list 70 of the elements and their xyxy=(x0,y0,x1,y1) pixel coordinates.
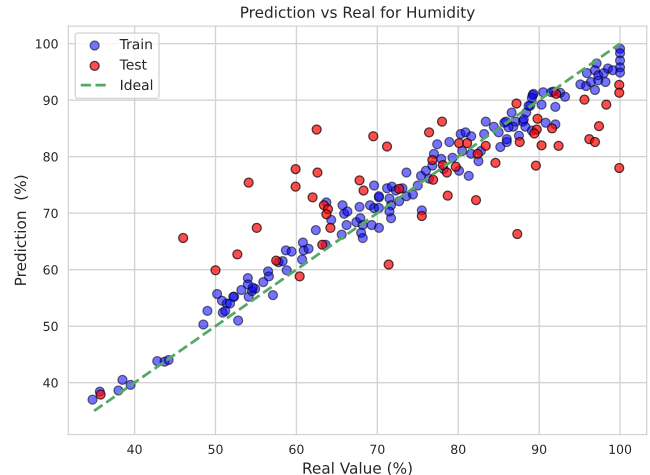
point xyxy=(601,100,612,110)
point xyxy=(530,160,542,171)
legend-label: Ideal xyxy=(121,79,152,90)
point xyxy=(368,131,378,142)
x-tick-label: 90 xyxy=(532,444,546,454)
point xyxy=(382,141,392,152)
point xyxy=(210,265,221,276)
point xyxy=(252,222,262,233)
y-tick-label: 50 xyxy=(44,322,58,332)
point xyxy=(514,136,525,148)
point xyxy=(307,192,318,202)
point xyxy=(512,228,522,240)
point xyxy=(178,232,188,244)
point xyxy=(532,114,543,124)
point xyxy=(470,195,482,206)
point xyxy=(232,249,242,260)
x-tick-label: 50 xyxy=(208,444,223,454)
x-tick-label: 40 xyxy=(127,444,142,454)
point xyxy=(594,121,604,132)
point xyxy=(321,209,332,220)
y-tick-label: 80 xyxy=(43,152,58,162)
point xyxy=(614,88,624,98)
point xyxy=(450,162,461,172)
y-axis-title: Prediction (%) xyxy=(14,176,28,285)
point xyxy=(384,259,394,270)
point xyxy=(354,175,365,186)
x-tick-label: 70 xyxy=(370,444,384,454)
point xyxy=(579,94,590,105)
point xyxy=(416,210,427,222)
point xyxy=(312,167,323,178)
x-tick-label: 80 xyxy=(451,444,466,454)
y-tick-label: 100 xyxy=(36,39,58,49)
chart-title: Prediction vs Real for Humidity xyxy=(241,6,475,21)
x-tick-label: 60 xyxy=(289,444,304,454)
point xyxy=(325,222,336,233)
point xyxy=(614,162,624,174)
point xyxy=(480,140,491,152)
point xyxy=(436,116,448,127)
point xyxy=(472,148,483,159)
y-tick-label: 90 xyxy=(43,96,58,106)
point xyxy=(511,98,522,109)
point xyxy=(244,178,254,188)
y-tick-label: 40 xyxy=(43,378,58,388)
point xyxy=(358,185,369,196)
point xyxy=(546,123,558,134)
y-tick-label: 70 xyxy=(44,208,58,218)
point xyxy=(442,167,452,178)
y-tick-label: 60 xyxy=(43,265,58,275)
point xyxy=(394,184,404,194)
point xyxy=(551,88,562,100)
point xyxy=(490,158,501,168)
legend-label: Test xyxy=(120,59,147,70)
legend-label: Train xyxy=(120,38,152,50)
point xyxy=(317,240,328,250)
point xyxy=(536,140,547,150)
point xyxy=(427,154,438,166)
point xyxy=(590,136,600,148)
point xyxy=(271,255,282,266)
point xyxy=(294,271,305,282)
point xyxy=(290,164,301,174)
point xyxy=(290,181,301,192)
x-tick-label: 100 xyxy=(609,444,632,454)
point xyxy=(312,124,322,135)
point xyxy=(553,140,564,152)
point xyxy=(462,138,472,148)
point xyxy=(428,174,438,185)
point xyxy=(95,389,106,400)
point xyxy=(442,190,453,201)
point xyxy=(529,128,540,139)
point xyxy=(424,127,434,138)
